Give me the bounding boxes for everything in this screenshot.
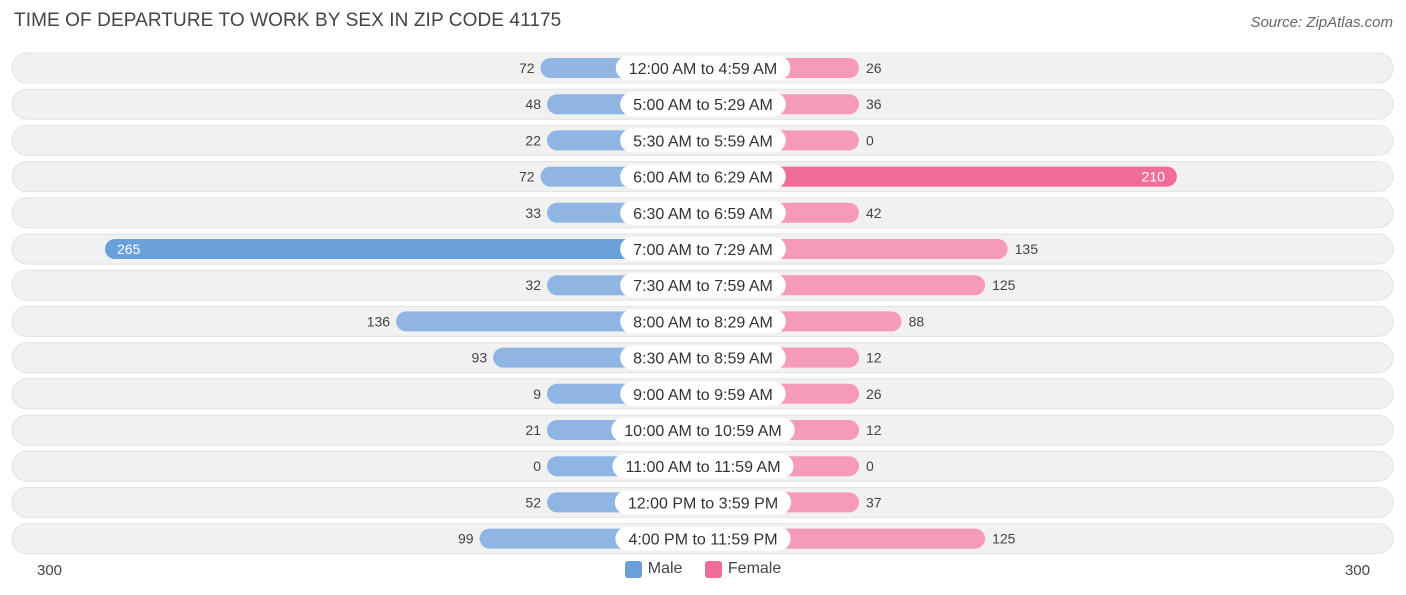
category-label: 7:30 AM to 7:59 AM bbox=[633, 278, 773, 295]
category-pill bbox=[620, 92, 786, 117]
category-label: 5:30 AM to 5:59 AM bbox=[633, 133, 773, 150]
category-pill bbox=[620, 164, 786, 189]
category-pill bbox=[614, 490, 792, 515]
category-label: 6:00 AM to 6:29 AM bbox=[633, 170, 773, 187]
category-label: 11:00 AM to 11:59 AM bbox=[625, 459, 780, 476]
value-label-female: 125 bbox=[992, 531, 1016, 547]
value-label-male: 32 bbox=[525, 277, 541, 293]
category-label: 5:00 AM to 5:29 AM bbox=[633, 97, 773, 114]
value-label-female: 135 bbox=[1015, 241, 1039, 257]
category-pill bbox=[612, 454, 794, 479]
category-label: 7:00 AM to 7:29 AM bbox=[633, 242, 773, 259]
value-label-female: 210 bbox=[1142, 169, 1166, 185]
legend: Male Female bbox=[0, 560, 1406, 583]
category-label: 12:00 PM to 3:59 PM bbox=[628, 495, 778, 512]
category-pill bbox=[611, 418, 795, 442]
value-label-male: 21 bbox=[525, 422, 541, 438]
category-pill bbox=[620, 200, 786, 225]
value-label-male: 99 bbox=[458, 531, 474, 547]
value-label-male: 93 bbox=[472, 350, 488, 366]
category-label: 6:30 AM to 6:59 AM bbox=[633, 206, 773, 223]
category-label: 8:30 AM to 8:59 AM bbox=[633, 351, 773, 368]
value-label-female: 125 bbox=[992, 277, 1016, 293]
legend-swatch-male bbox=[624, 560, 642, 578]
legend-label-female: Female bbox=[727, 560, 782, 577]
value-label-female: 26 bbox=[866, 386, 882, 402]
category-pill bbox=[620, 345, 786, 370]
bar-male bbox=[104, 239, 703, 259]
value-label-male: 0 bbox=[533, 458, 541, 474]
value-label-female: 37 bbox=[866, 494, 882, 510]
category-pill bbox=[620, 381, 786, 406]
value-label-male: 48 bbox=[525, 96, 541, 112]
category-label: 4:00 PM to 11:59 PM bbox=[628, 532, 777, 549]
axis-left-label: 300 bbox=[37, 562, 63, 579]
value-label-female: 0 bbox=[866, 458, 874, 474]
legend-item-female[interactable]: Female bbox=[704, 560, 782, 578]
value-label-male: 9 bbox=[533, 386, 541, 402]
value-label-female: 26 bbox=[866, 60, 882, 76]
value-label-female: 42 bbox=[866, 205, 882, 221]
source-note: Source: ZipAtlas.com bbox=[1250, 14, 1393, 31]
axis-right-label: 300 bbox=[1344, 562, 1370, 579]
category-pill bbox=[620, 309, 786, 334]
value-label-male: 136 bbox=[367, 313, 391, 329]
category-pill bbox=[620, 237, 786, 261]
chart-title: TIME OF DEPARTURE TO WORK BY SEX IN ZIP … bbox=[14, 10, 562, 31]
value-label-female: 88 bbox=[909, 313, 925, 329]
value-label-male: 265 bbox=[117, 241, 141, 257]
value-label-female: 0 bbox=[866, 132, 874, 148]
value-label-male: 52 bbox=[525, 494, 541, 510]
value-label-male: 72 bbox=[519, 169, 535, 185]
category-pill bbox=[620, 128, 786, 153]
legend-item-male[interactable]: Male bbox=[624, 560, 683, 578]
value-label-male: 72 bbox=[519, 60, 535, 76]
category-pill bbox=[615, 56, 791, 80]
value-label-male: 33 bbox=[525, 205, 541, 221]
legend-swatch-female bbox=[704, 560, 722, 578]
category-label: 12:00 AM to 4:59 AM bbox=[629, 61, 778, 78]
category-label: 8:00 AM to 8:29 AM bbox=[633, 314, 773, 331]
category-label: 10:00 AM to 10:59 AM bbox=[624, 423, 781, 440]
legend-label-male: Male bbox=[647, 560, 683, 577]
category-label: 9:00 AM to 9:59 AM bbox=[633, 387, 773, 404]
category-pill bbox=[620, 273, 786, 298]
value-label-female: 12 bbox=[866, 350, 882, 366]
value-label-female: 36 bbox=[866, 96, 882, 112]
bar-female bbox=[703, 166, 1177, 187]
value-label-male: 22 bbox=[525, 132, 541, 148]
category-pill bbox=[615, 526, 791, 551]
value-label-female: 12 bbox=[866, 422, 882, 438]
